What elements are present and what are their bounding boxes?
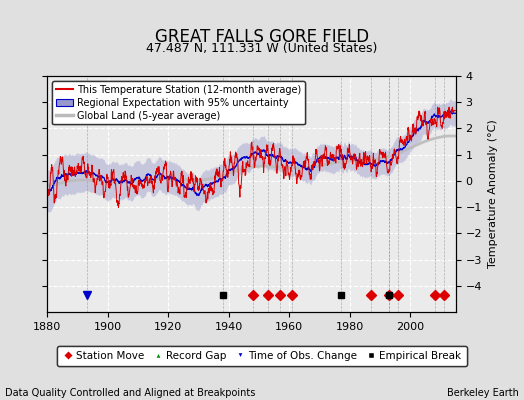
- Y-axis label: Temperature Anomaly (°C): Temperature Anomaly (°C): [488, 120, 498, 268]
- Text: Data Quality Controlled and Aligned at Breakpoints: Data Quality Controlled and Aligned at B…: [5, 388, 256, 398]
- Text: 47.487 N, 111.331 W (United States): 47.487 N, 111.331 W (United States): [146, 42, 378, 55]
- Text: GREAT FALLS GORE FIELD: GREAT FALLS GORE FIELD: [155, 28, 369, 46]
- Legend: This Temperature Station (12-month average), Regional Expectation with 95% uncer: This Temperature Station (12-month avera…: [52, 81, 305, 124]
- Legend: Station Move, Record Gap, Time of Obs. Change, Empirical Break: Station Move, Record Gap, Time of Obs. C…: [57, 346, 467, 366]
- Text: Berkeley Earth: Berkeley Earth: [447, 388, 519, 398]
